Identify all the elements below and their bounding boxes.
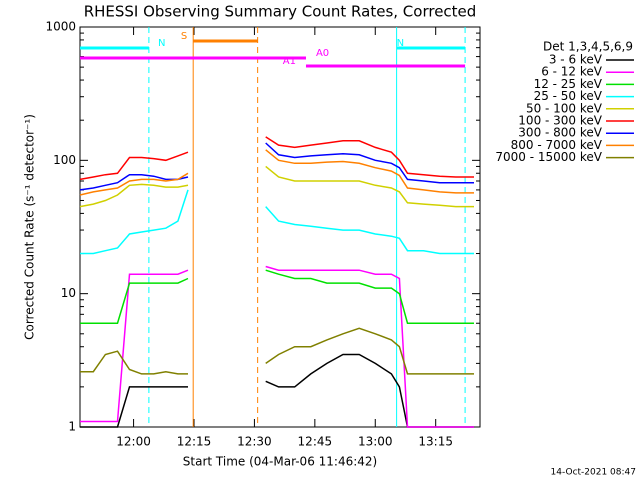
x-tick-label: 12:45: [298, 435, 333, 449]
series-line: [80, 386, 188, 428]
series-line: [79, 172, 189, 196]
series-line: [265, 353, 474, 428]
series-line: [265, 165, 474, 208]
footer: 14-Oct-2021 08:47: [551, 468, 636, 478]
series-line: [265, 327, 474, 375]
legend-label: 12 - 25 keV: [534, 77, 603, 91]
legend-label: 50 - 100 keV: [526, 101, 603, 115]
series-line: [265, 269, 474, 324]
legend-label: 7000 - 15000 keV: [495, 150, 602, 164]
y-tick-label: 1: [68, 420, 76, 434]
series-line: [80, 350, 188, 375]
x-tick-label: 12:15: [177, 435, 212, 449]
x-tick-label: 13:00: [358, 435, 393, 449]
legend-label: 800 - 7000 keV: [511, 138, 603, 152]
x-tick-label: 13:15: [418, 435, 453, 449]
series-line: [265, 265, 474, 428]
flag-label: N: [397, 38, 404, 49]
flag-label: A1: [283, 56, 296, 67]
y-tick-label: 100: [53, 153, 76, 167]
x-tick-label: 12:00: [116, 435, 151, 449]
legend-label: 6 - 12 keV: [541, 65, 603, 79]
series-line: [80, 189, 189, 255]
chart-title: RHESSI Observing Summary Count Rates, Co…: [84, 3, 477, 21]
series-line: [80, 269, 189, 423]
x-tick-label: 12:30: [237, 435, 272, 449]
series-line: [79, 173, 189, 191]
series-line: [79, 183, 189, 208]
series-line: [265, 206, 474, 255]
series-line: [265, 149, 474, 194]
series-line: [265, 136, 474, 178]
legend-label: 300 - 800 keV: [518, 126, 602, 140]
legend-label: 100 - 300 keV: [518, 114, 602, 128]
y-tick-label: 1000: [45, 20, 76, 34]
y-axis-label: Corrected Count Rate (s⁻¹ detector⁻¹): [23, 114, 37, 340]
legend-label: 25 - 50 keV: [534, 89, 603, 103]
flag-label: S: [181, 31, 187, 42]
series-line: [80, 277, 189, 324]
plot-frame: [79, 26, 481, 428]
series-line: [265, 142, 474, 184]
flag-label: A0: [316, 48, 329, 59]
legend-title: Det 1,3,4,5,6,9: [543, 40, 633, 54]
x-axis-label: Start Time (04-Mar-06 11:46:42): [183, 455, 377, 469]
y-tick-label: 10: [61, 286, 76, 300]
flag-label: N: [158, 38, 165, 49]
series-line: [79, 151, 189, 181]
legend-label: 3 - 6 keV: [549, 53, 603, 67]
